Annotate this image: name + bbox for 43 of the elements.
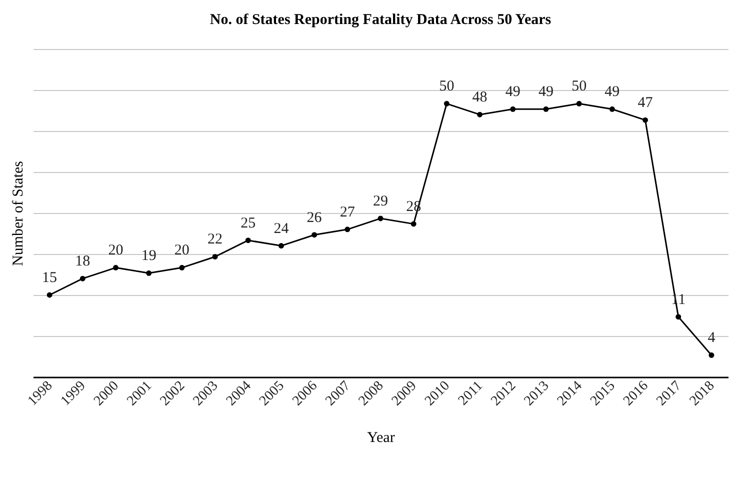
point bbox=[576, 100, 582, 106]
point bbox=[642, 117, 648, 123]
point bbox=[543, 106, 549, 112]
data-label: 25 bbox=[240, 215, 256, 232]
data-label: 49 bbox=[505, 84, 520, 100]
point bbox=[344, 226, 350, 232]
data-label: 22 bbox=[208, 232, 223, 248]
data-label: 50 bbox=[439, 78, 454, 95]
point bbox=[378, 216, 384, 222]
point bbox=[312, 232, 318, 238]
data-label: 18 bbox=[75, 254, 90, 270]
point bbox=[510, 106, 516, 112]
data-label: 19 bbox=[141, 248, 156, 264]
data-label: 27 bbox=[340, 204, 356, 220]
point bbox=[444, 100, 450, 106]
y-axis-title: Number of States bbox=[10, 160, 26, 266]
point bbox=[46, 292, 52, 298]
point bbox=[609, 106, 615, 112]
data-label: 50 bbox=[572, 78, 587, 95]
data-label: 24 bbox=[274, 220, 290, 237]
point bbox=[676, 314, 682, 320]
point bbox=[708, 352, 714, 358]
point bbox=[212, 254, 218, 260]
data-label: 20 bbox=[108, 242, 124, 259]
point bbox=[278, 243, 284, 249]
data-label: 15 bbox=[42, 270, 58, 286]
data-label: 4 bbox=[708, 330, 716, 346]
data-label: 20 bbox=[174, 242, 190, 259]
data-label: 48 bbox=[472, 90, 488, 106]
data-label: 26 bbox=[306, 210, 322, 226]
point bbox=[245, 238, 251, 244]
point bbox=[146, 270, 152, 276]
data-label: 49 bbox=[538, 84, 554, 100]
point bbox=[80, 276, 86, 282]
data-label: 49 bbox=[604, 84, 620, 100]
data-label: 29 bbox=[373, 193, 388, 210]
chart-title: No. of States Reporting Fatality Data Across 50 Years bbox=[210, 12, 552, 28]
x-axis-title: Year bbox=[367, 430, 395, 446]
point bbox=[113, 264, 118, 270]
data-label: 47 bbox=[638, 95, 654, 112]
point bbox=[410, 221, 416, 227]
point bbox=[179, 264, 185, 270]
point bbox=[477, 112, 483, 118]
